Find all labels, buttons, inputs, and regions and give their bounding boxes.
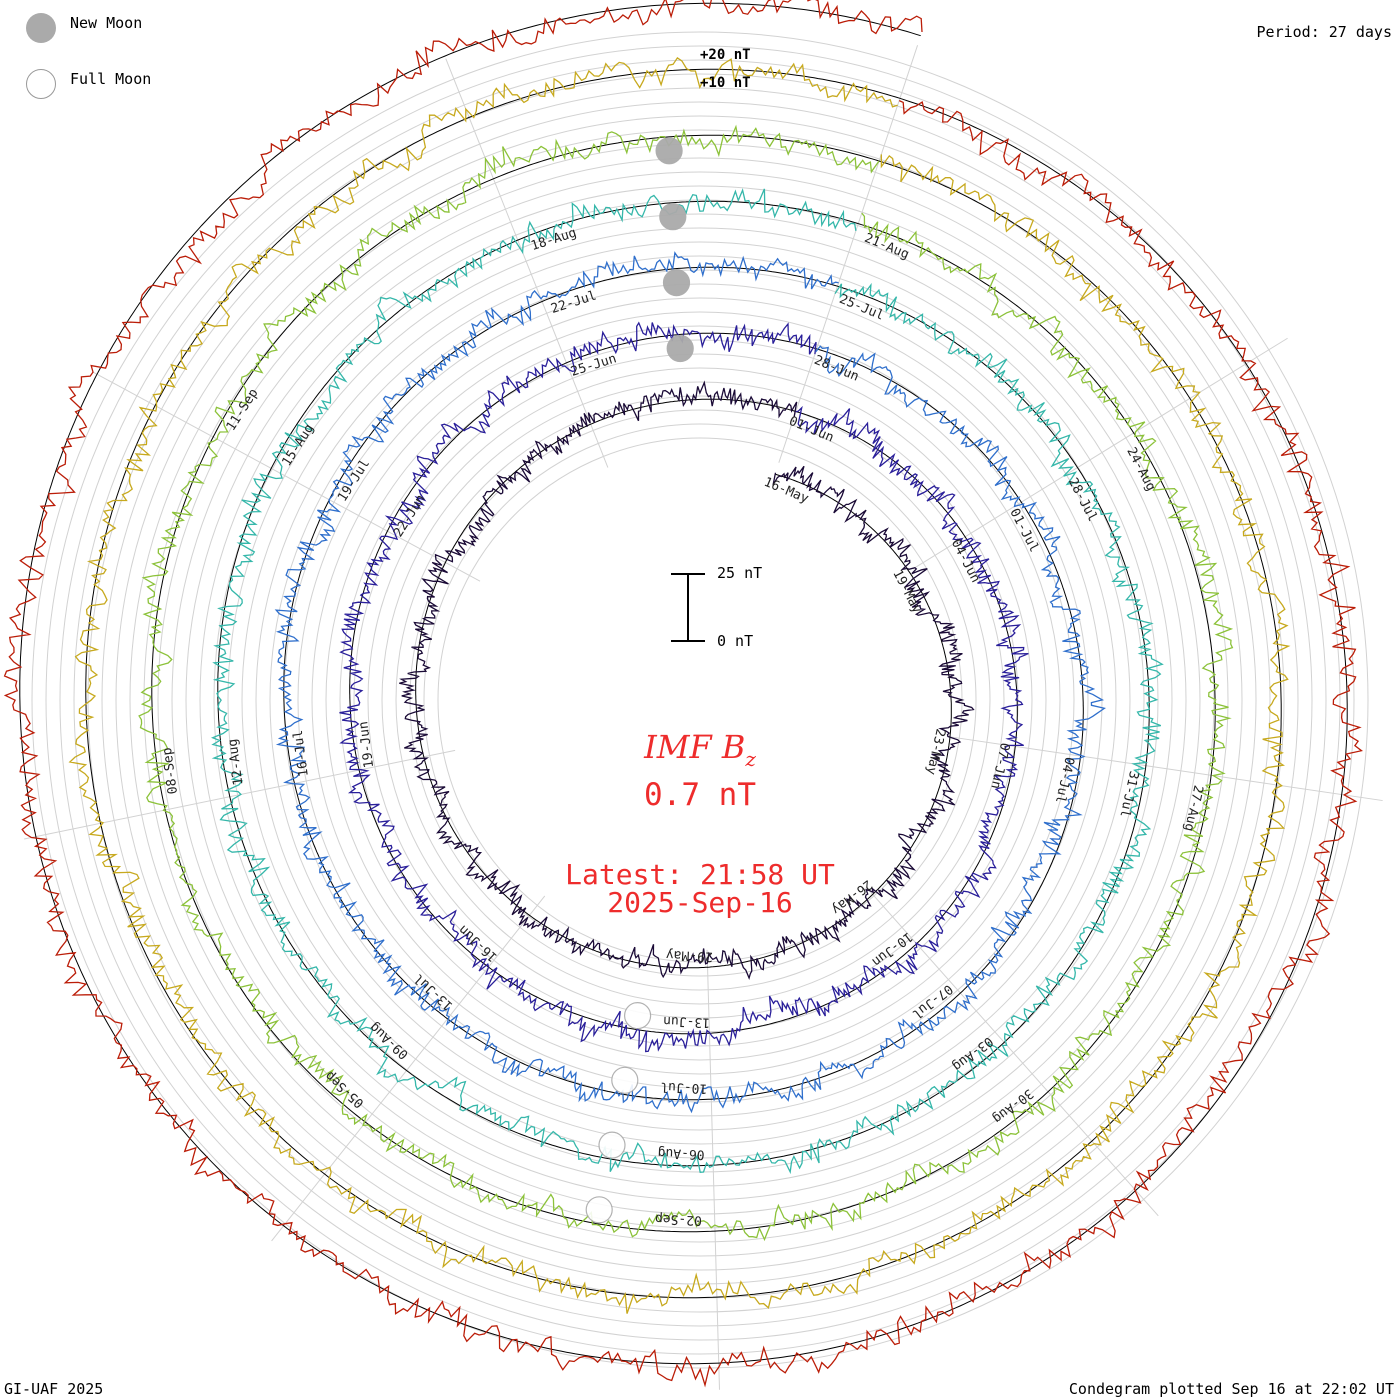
grid-ring: [269, 269, 1131, 1131]
grid-ring: [31, 31, 1369, 1369]
date-label: 08-Sep: [160, 746, 181, 795]
series-5: [138, 124, 1234, 1242]
chart-title: IMF Bz: [0, 728, 1400, 771]
new-moon-icon: [666, 334, 694, 363]
grid-ring: [381, 381, 1019, 1019]
grid-ring: [157, 157, 1243, 1243]
spoke: [947, 735, 1383, 802]
grid-ring: [283, 283, 1117, 1117]
series-7: [3, 0, 1364, 1388]
copyright-label: GI-UAF 2025: [4, 1380, 104, 1398]
grid-ring: [339, 339, 1061, 1061]
grid-ring: [353, 353, 1047, 1047]
spoke: [92, 371, 481, 582]
new-moon-icon: [662, 269, 691, 297]
series-4: [210, 188, 1164, 1175]
date-label: 12-Aug: [225, 738, 246, 787]
date-label: 25-Jul: [837, 292, 886, 324]
latest-time: Latest: 21:58 UT: [565, 858, 835, 891]
series-6: [68, 56, 1291, 1314]
moon-markers: [585, 137, 694, 1224]
baseline-3: [283, 266, 1084, 1101]
date-label: 10-Jul: [660, 1079, 708, 1096]
grid-ring: [129, 129, 1271, 1271]
grid-ring: [59, 59, 1341, 1341]
date-label: 01-Jul: [1006, 506, 1041, 555]
date-label: 13-Jun: [663, 1013, 711, 1030]
grid-ring: [185, 185, 1215, 1215]
series-2: [339, 321, 1029, 1053]
full-moon-icon: [611, 1066, 639, 1094]
spoke: [445, 58, 609, 468]
spoke: [778, 45, 919, 463]
grid-ring: [73, 73, 1327, 1327]
new-moon-icon: [659, 203, 687, 231]
ring-scale-low: +10 nT: [700, 75, 751, 91]
baseline-2: [349, 332, 1018, 1035]
grid-ring: [423, 423, 977, 977]
title-text: IMF B: [644, 728, 746, 766]
date-label: 05-Sep: [322, 1068, 367, 1111]
full-moon-icon: [623, 1001, 652, 1030]
date-label: 11-Sep: [224, 386, 262, 434]
spoke: [865, 886, 1159, 1217]
plotted-timestamp: Condegram plotted Sep 16 at 22:02 UT: [1068, 1380, 1394, 1398]
full-moon-icon: [598, 1131, 626, 1159]
date-label: 24-Aug: [1123, 445, 1158, 494]
spoke: [706, 949, 721, 1390]
legend-full-moon: Full Moon: [70, 70, 152, 88]
data-traces: [3, 0, 1364, 1388]
spoke: [912, 337, 1288, 570]
baseline-6: [85, 68, 1282, 1299]
ring-scale-high: +20 nT: [700, 47, 751, 63]
grid-ring: [325, 325, 1075, 1075]
baseline-7: [19, 2, 1348, 1365]
ring-grid: [31, 31, 1369, 1369]
date-label: 16-Jul: [291, 729, 312, 778]
date-label: 30-Aug: [989, 1086, 1035, 1127]
new-moon-icon: [655, 137, 683, 165]
date-label: 06-Aug: [657, 1145, 705, 1162]
period-label: Period: 27 days: [1256, 23, 1392, 41]
date-label: 15-Aug: [279, 421, 317, 469]
grid-ring: [409, 409, 991, 991]
radial-spokes: [24, 45, 1383, 1390]
grid-ring: [101, 101, 1299, 1299]
grid-ring: [143, 143, 1257, 1257]
grid-ring: [45, 45, 1355, 1355]
title-subscript: z: [745, 747, 756, 771]
date-label: 19-Jun: [356, 720, 377, 769]
series-1: [399, 380, 975, 980]
date-label: 02-Sep: [655, 1211, 703, 1228]
grid-ring: [171, 171, 1229, 1229]
new-moon-icon: [26, 13, 56, 43]
grid-ring: [395, 395, 1005, 1005]
grid-ring: [199, 199, 1201, 1201]
grid-ring: [115, 115, 1285, 1285]
series-3: [274, 251, 1106, 1114]
full-moon-icon: [26, 69, 56, 99]
spoke: [271, 895, 546, 1242]
scale-bar-low-label: 0 nT: [717, 632, 754, 650]
latest-date: 2025-Sep-16: [607, 886, 793, 919]
legend-new-moon: New Moon: [70, 14, 143, 32]
current-value: 0.7 nT: [644, 777, 756, 813]
scale-bar-icon: [671, 573, 705, 642]
grid-ring: [213, 213, 1187, 1187]
baseline-5: [151, 134, 1216, 1233]
full-moon-icon: [585, 1196, 613, 1224]
date-label: 07-Jul: [909, 981, 955, 1022]
grid-ring: [255, 255, 1145, 1145]
date-label: 29-May: [665, 947, 713, 964]
scale-bar-high-label: 25 nT: [717, 564, 763, 582]
grid-ring: [311, 311, 1089, 1089]
